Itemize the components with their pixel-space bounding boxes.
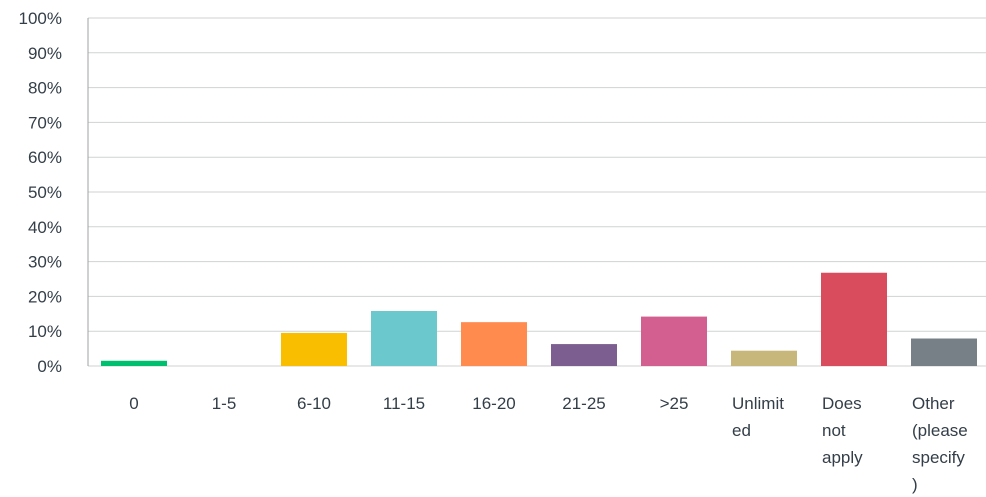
y-tick-label: 70% [28,113,62,132]
y-tick-label: 10% [28,322,62,341]
bars [101,273,977,366]
bar[interactable] [371,311,437,366]
x-category-label: 6-10 [297,394,331,413]
y-tick-label: 30% [28,253,62,272]
y-axis-tick-labels: 0% 10% 20% 30% 40% 50% 60% 70% 80% 90% 100% [19,9,62,376]
bar[interactable] [821,273,887,366]
bar[interactable] [281,333,347,366]
bar[interactable] [641,317,707,366]
x-category-label: 1-5 [212,394,237,413]
y-tick-label: 20% [28,287,62,306]
y-tick-label: 40% [28,218,62,237]
y-tick-label: 100% [19,9,62,28]
bar[interactable] [551,344,617,366]
x-axis-category-labels: 0 1-5 6-10 11-15 16-20 21-25 >25 Unlimit ed Does n… [129,394,968,494]
x-category-label: Other (please specify) [912,394,968,494]
x-category-label: 11-15 [383,394,425,413]
x-category-label: 16-20 [472,394,515,413]
x-category-label: >25 [660,394,689,413]
x-category-label: 21-25 [562,394,605,413]
bar[interactable] [911,339,977,366]
y-tick-label: 0% [37,357,62,376]
x-category-label: Unlimit ed [732,394,784,440]
y-tick-label: 60% [28,148,62,167]
bar[interactable] [731,351,797,366]
bar[interactable] [101,361,167,366]
x-category-label: Does not apply [822,394,863,467]
y-tick-label: 90% [28,44,62,63]
x-category-label: 0 [129,394,138,413]
bar[interactable] [461,322,527,366]
y-tick-label: 50% [28,183,62,202]
y-tick-label: 80% [28,79,62,98]
